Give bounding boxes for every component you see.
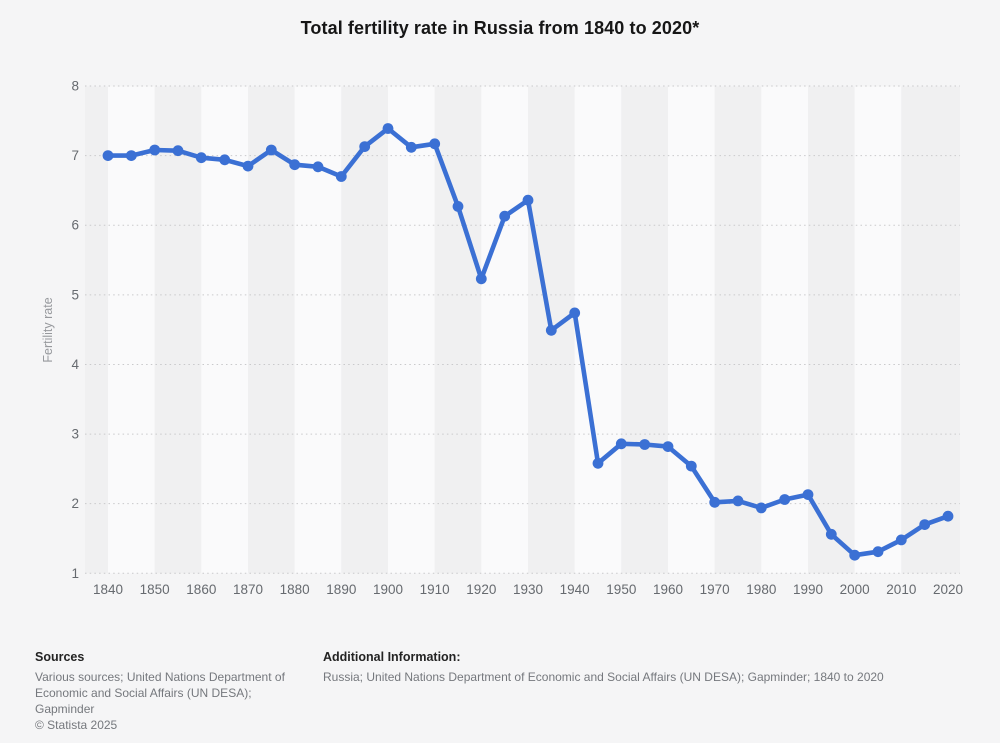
svg-text:1920: 1920 — [466, 582, 496, 597]
chart-title: Total fertility rate in Russia from 1840… — [300, 18, 700, 38]
svg-text:1890: 1890 — [326, 582, 356, 597]
svg-text:6: 6 — [71, 218, 79, 233]
svg-text:1950: 1950 — [606, 582, 636, 597]
svg-text:1990: 1990 — [793, 582, 823, 597]
additional-information-heading: Additional Information: — [323, 650, 461, 664]
svg-text:1960: 1960 — [653, 582, 683, 597]
svg-text:3: 3 — [71, 427, 79, 442]
svg-text:2010: 2010 — [886, 582, 916, 597]
svg-text:1860: 1860 — [186, 582, 216, 597]
sources-text-line: Various sources; United Nations Departme… — [35, 670, 285, 684]
x-axis-tick-labels: 1840 1850 1860 1870 1880 1890 1900 1910 1920 1930… — [93, 582, 963, 597]
svg-text:1980: 1980 — [746, 582, 776, 597]
svg-text:4: 4 — [71, 357, 79, 372]
statista-copyright: © Statista 2025 — [35, 718, 118, 732]
svg-text:1870: 1870 — [233, 582, 263, 597]
svg-text:2000: 2000 — [840, 582, 870, 597]
svg-text:7: 7 — [71, 148, 79, 163]
svg-text:5: 5 — [71, 287, 79, 302]
y-axis-tick-labels: 8 7 6 5 4 3 2 1 — [71, 79, 79, 581]
sources-text-line: Gapminder — [35, 702, 95, 716]
svg-text:1840: 1840 — [93, 582, 123, 597]
svg-text:8: 8 — [71, 79, 79, 94]
svg-text:1850: 1850 — [140, 582, 170, 597]
svg-text:1940: 1940 — [560, 582, 590, 597]
svg-text:1970: 1970 — [700, 582, 730, 597]
svg-text:1910: 1910 — [420, 582, 450, 597]
svg-text:2020: 2020 — [933, 582, 963, 597]
svg-text:1880: 1880 — [280, 582, 310, 597]
svg-text:2: 2 — [71, 496, 79, 511]
sources-block: Sources Various sources; United Nations … — [35, 650, 320, 733]
fertility-rate-series — [102, 123, 954, 561]
horizontal-gridlines — [85, 85, 960, 574]
sources-text-line: Economic and Social Affairs (UN DESA); — [35, 686, 252, 700]
additional-information-text: Russia; United Nations Department of Eco… — [323, 670, 884, 684]
svg-text:1930: 1930 — [513, 582, 543, 597]
sources-heading: Sources — [35, 650, 85, 664]
svg-text:1900: 1900 — [373, 582, 403, 597]
fertility-rate-line-chart: 8 7 6 5 4 3 2 1 1840 1850 1860 1870 1880 1890 1900 191… — [41, 79, 963, 598]
svg-text:1: 1 — [71, 566, 79, 581]
y-axis-title: Fertility rate — [41, 297, 55, 362]
additional-information-block: Additional Information: Russia; United N… — [323, 650, 973, 685]
